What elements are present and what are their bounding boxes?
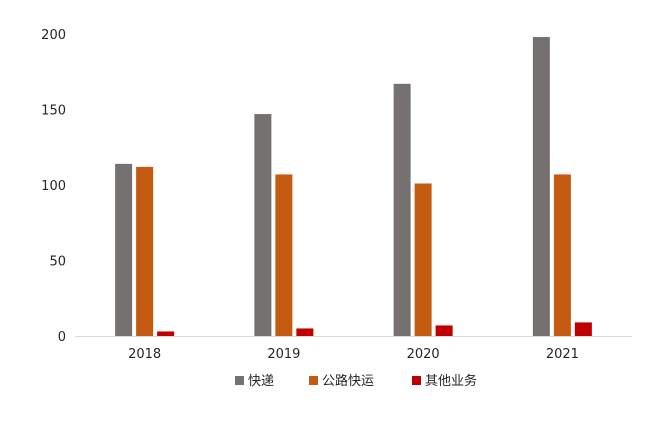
y-tick-label: 100 (41, 179, 66, 194)
x-tick-label: 2020 (407, 347, 440, 362)
bar-公路快运-2021 (553, 174, 571, 336)
bar-快递-2020 (393, 83, 411, 336)
y-tick-label: 0 (58, 330, 66, 345)
legend-swatch (412, 376, 421, 385)
bar-快递-2019 (254, 114, 272, 336)
x-axis: 2018 2019 2020 2021 (128, 347, 579, 362)
legend-label: 快递 (248, 374, 274, 389)
legend-label: 公路快运 (322, 373, 374, 389)
legend-label: 其他业务 (425, 373, 477, 389)
bar-公路快运-2018 (136, 166, 154, 336)
bar-公路快运-2019 (275, 174, 293, 336)
y-tick-label: 150 (41, 104, 66, 119)
x-tick-label: 2021 (546, 347, 579, 362)
bar-其他业务-2020 (435, 325, 453, 336)
bar-公路快运-2020 (414, 183, 432, 336)
x-tick-label: 2018 (128, 347, 161, 362)
x-tick-label: 2019 (267, 347, 300, 362)
bar-其他业务-2018 (157, 331, 175, 336)
bar-快递-2018 (115, 163, 133, 336)
y-axis: 0 50 100 150 200 (41, 28, 66, 345)
bar-其他业务-2021 (574, 322, 592, 336)
y-tick-label: 200 (41, 28, 66, 43)
legend-swatch (309, 376, 318, 385)
bars-group (115, 37, 592, 337)
bar-快递-2021 (532, 37, 550, 337)
legend: 快递 公路快运 其他业务 (235, 373, 477, 389)
legend-swatch (235, 376, 244, 385)
y-tick-label: 50 (49, 255, 66, 270)
bar-其他业务-2019 (296, 328, 314, 336)
